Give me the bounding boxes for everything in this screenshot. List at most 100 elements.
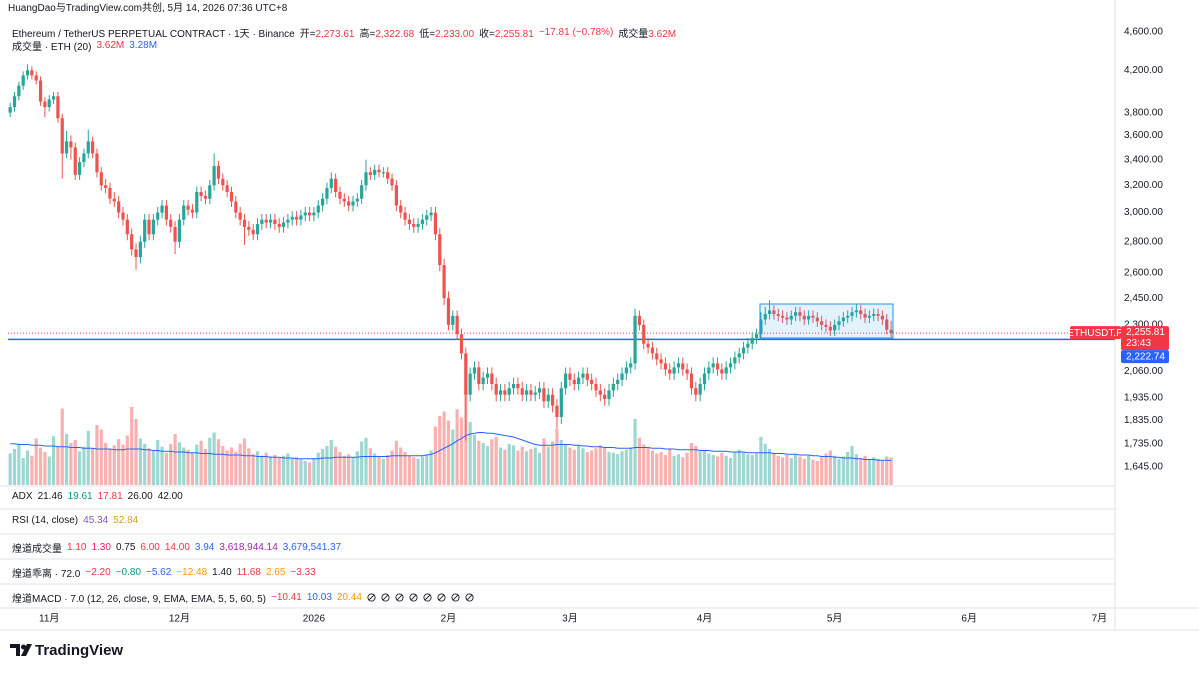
x-tick-label: 2月 bbox=[441, 613, 457, 625]
candle-body bbox=[598, 390, 602, 395]
volume-bar bbox=[772, 453, 776, 485]
volume-bar bbox=[30, 455, 34, 485]
indicator-value: −10.41 bbox=[270, 592, 302, 603]
candle-body bbox=[373, 169, 377, 175]
ohlc-field: 低=2,233.00 bbox=[419, 25, 474, 40]
volume-bar bbox=[668, 449, 672, 485]
candle-body bbox=[221, 178, 225, 186]
volume-bar bbox=[34, 438, 38, 485]
candle-body bbox=[820, 321, 824, 325]
ohlc-label: 开= bbox=[299, 29, 316, 40]
volume-bar bbox=[316, 452, 320, 485]
volume-bar bbox=[156, 440, 160, 485]
y-tick-label: 2,600.00 bbox=[1124, 268, 1163, 279]
candle-body bbox=[715, 363, 720, 370]
candle-body bbox=[633, 315, 637, 364]
candle-body bbox=[511, 383, 516, 389]
candle-body bbox=[477, 367, 481, 384]
candle-body bbox=[581, 373, 585, 378]
volume-bar bbox=[125, 435, 129, 485]
candle-body bbox=[824, 324, 828, 327]
volume-bar bbox=[603, 447, 607, 485]
volume-bar bbox=[455, 409, 459, 485]
volume-bar bbox=[498, 447, 503, 485]
candle-body bbox=[56, 96, 60, 119]
volume-legend: 成交量 · ETH (20) 3.62M 3.28M bbox=[12, 38, 157, 53]
volume-ma-line bbox=[10, 432, 892, 461]
volume-label: 成交量 bbox=[618, 29, 649, 40]
volume-bar bbox=[494, 437, 498, 485]
volume-bar bbox=[312, 458, 316, 485]
candle-body bbox=[91, 141, 95, 154]
candle-body bbox=[12, 96, 17, 108]
volume-indicator-value: 3.62M bbox=[96, 40, 125, 51]
candle-body bbox=[780, 315, 785, 318]
candle-body bbox=[190, 209, 195, 213]
y-tick-label: 2,300.00 bbox=[1124, 320, 1163, 331]
volume-bar bbox=[620, 451, 624, 485]
volume-bar bbox=[151, 450, 155, 485]
volume-indicator-value: 3.28M bbox=[129, 40, 158, 51]
y-tick-label: 4,200.00 bbox=[1124, 65, 1163, 76]
volume-bar bbox=[520, 446, 524, 485]
volume-bar bbox=[17, 443, 21, 485]
volume-bar bbox=[759, 437, 763, 485]
volume-value: 3.62M bbox=[648, 29, 677, 40]
box-annotation bbox=[759, 303, 894, 339]
volume-bar bbox=[173, 434, 177, 485]
volume-bar bbox=[642, 444, 646, 485]
ohlc-label: 高= bbox=[359, 29, 376, 40]
indicator-value: 10.03 bbox=[306, 592, 332, 603]
candle-body bbox=[733, 357, 737, 364]
volume-bar bbox=[581, 448, 585, 485]
candle-body bbox=[104, 185, 108, 188]
volume-bar bbox=[12, 449, 17, 485]
candle-body bbox=[17, 85, 21, 97]
volume-bar bbox=[91, 448, 95, 485]
volume-bar bbox=[542, 438, 546, 485]
hidden-value-icon bbox=[381, 593, 390, 602]
volume-bar bbox=[841, 456, 845, 485]
volume-bar bbox=[177, 442, 182, 485]
candle-body bbox=[25, 70, 30, 76]
volume-bar bbox=[360, 441, 364, 485]
candle-body bbox=[854, 310, 858, 313]
candle-body bbox=[811, 315, 815, 318]
volume-bar bbox=[121, 444, 125, 485]
y-tick-label: 3,400.00 bbox=[1124, 154, 1163, 165]
volume-bar bbox=[698, 451, 702, 485]
indicator-row: 煌道成交量 1.10 1.30 0.75 6.00 14.00 3.94 3,618,944.… bbox=[12, 540, 341, 555]
candle-body bbox=[8, 107, 12, 113]
candle-body bbox=[872, 314, 876, 316]
volume-bar bbox=[190, 452, 195, 485]
volume-bar bbox=[208, 437, 212, 485]
volume-bar bbox=[247, 448, 251, 485]
y-tick-label: 3,800.00 bbox=[1124, 107, 1163, 118]
candle-body bbox=[485, 373, 490, 378]
volume-bar bbox=[403, 452, 407, 485]
candle-body bbox=[772, 310, 776, 315]
volume-bar bbox=[242, 438, 247, 485]
volume-bar bbox=[659, 452, 663, 485]
volume-bar bbox=[433, 426, 438, 485]
candle-body bbox=[234, 201, 238, 213]
volume-bar bbox=[394, 440, 398, 485]
candle-body bbox=[698, 383, 702, 395]
volume-bar bbox=[186, 449, 190, 485]
volume-bar bbox=[702, 450, 707, 485]
volume-bar bbox=[212, 432, 216, 485]
volume-bar bbox=[221, 446, 225, 485]
indicator-value: 6.00 bbox=[140, 542, 160, 553]
volume-bar bbox=[524, 451, 529, 485]
candle-body bbox=[746, 343, 750, 348]
volume-bar bbox=[104, 443, 108, 485]
volume-bar bbox=[286, 453, 290, 485]
volume-indicator-name: 成交量 · ETH (20) bbox=[12, 42, 92, 53]
volume-bar bbox=[351, 457, 355, 485]
volume-bar bbox=[446, 420, 451, 485]
candle-body bbox=[21, 75, 25, 86]
candle-body bbox=[73, 147, 77, 175]
candle-body bbox=[607, 390, 611, 400]
indicator-value: −12.48 bbox=[176, 567, 208, 578]
